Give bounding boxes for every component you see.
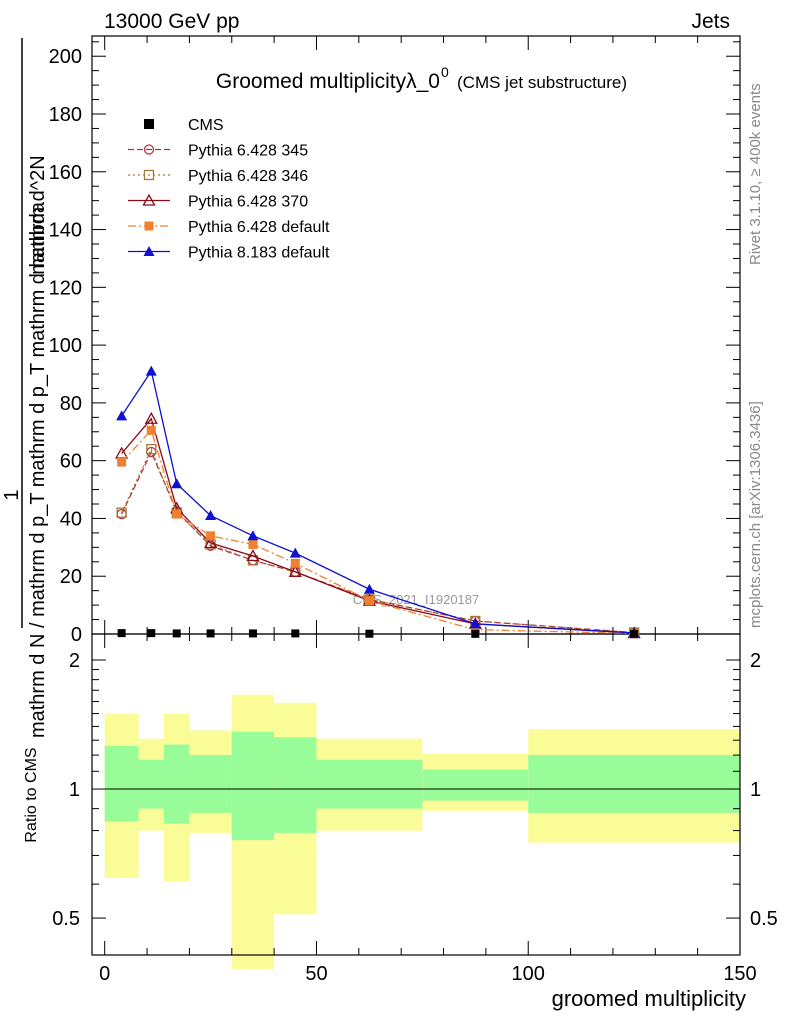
ylabel-top: mathrm d^2N [27, 155, 49, 274]
ratio-band-inner-2 [164, 744, 190, 824]
ratio-y-tick-label-0.5: 0.5 [52, 908, 80, 930]
series-3-point-5 [290, 558, 300, 568]
ratio-bands [104, 694, 740, 970]
legend-label-2: Pythia 6.428 370 [188, 194, 308, 211]
y-tick-label-80: 80 [60, 393, 82, 415]
ratio-y-tick-label-2: 2 [69, 650, 80, 672]
series-3-point-0 [117, 457, 127, 467]
series-3-point-7 [470, 625, 480, 635]
category-label: Jets [691, 10, 730, 33]
data-point-3 [206, 629, 215, 638]
legend-marker-1 [143, 169, 155, 181]
legend-marker-3 [144, 221, 154, 231]
legend-marker-2 [142, 193, 156, 206]
legend-label-data: CMS [188, 117, 224, 134]
ratio-band-inner-7 [422, 769, 529, 801]
main-frame [91, 35, 741, 635]
series-3-point-2 [172, 509, 182, 519]
legend-label-3: Pythia 6.428 default [188, 219, 330, 236]
x-tick-label-150: 150 [723, 963, 756, 985]
watermark: CMS_2021_I1920187 [353, 592, 480, 607]
series-1-point-1 [146, 443, 157, 455]
chart-subtitle: (CMS jet substructure) [457, 73, 627, 92]
series-4-point-4 [247, 530, 259, 541]
y-tick-label-100: 100 [49, 335, 82, 357]
legend: CMS Pythia 6.428 345 Pythia 6.428 346 Pythi… [128, 117, 330, 262]
ratio-band-inner-8 [528, 755, 740, 813]
series-4-point-5 [289, 547, 301, 558]
series-line-3 [121, 429, 635, 635]
series-3-point-4 [248, 539, 258, 549]
series-line-2 [121, 417, 635, 634]
x-tick-label-100: 100 [512, 963, 545, 985]
ratio-band-inner-3 [189, 755, 232, 813]
series-2-point-1 [144, 411, 158, 424]
ratio-band-inner-6 [316, 759, 423, 809]
y-tick-label-120: 120 [49, 277, 82, 299]
series-3-point-6 [364, 596, 374, 606]
ratio-y-tick-label-right-1: 1 [750, 779, 761, 801]
data-layer [117, 629, 639, 638]
y-tick-label-160: 160 [49, 162, 82, 184]
series-4-point-0 [116, 410, 128, 421]
data-point-6 [365, 629, 374, 638]
mcplots-label: mcplots.cern.ch [arXiv:1306.3436] [747, 401, 764, 628]
series-3-point-3 [206, 531, 216, 541]
data-point-4 [248, 629, 257, 638]
data-point-2 [172, 629, 181, 638]
chart-title-superscript: 0 [441, 64, 449, 80]
ratio-ylabel: Ratio to CMS [23, 747, 40, 842]
legend-label-1: Pythia 6.428 346 [188, 168, 308, 185]
energy-label: 13000 GeV pp [104, 10, 239, 33]
xlabel: groomed multiplicity [552, 986, 746, 1011]
x-tick-label-50: 50 [305, 963, 327, 985]
series-1-point-0 [116, 507, 127, 518]
y-tick-label-140: 140 [49, 220, 82, 242]
series-2-point-4 [246, 549, 260, 562]
y-tick-label-60: 60 [60, 451, 82, 473]
chart-title: Groomed multiplicityλ_0 [216, 70, 440, 93]
y-tick-label-0: 0 [71, 624, 82, 646]
series-4-point-2 [171, 478, 183, 489]
ratio-band-inner-1 [138, 759, 164, 809]
series-4-point-1 [145, 365, 157, 376]
data-point-0 [117, 629, 126, 638]
data-point-1 [147, 629, 156, 638]
ratio-y-tick-label-1: 1 [69, 779, 80, 801]
series-2-point-3 [203, 536, 218, 549]
ylabel-numerator: 1 [1, 489, 23, 500]
ratio-band-inner-4 [231, 731, 275, 841]
ratio-band-inner-0 [104, 746, 139, 822]
rivet-label: Rivet 3.1.10, ≥ 400k events [747, 83, 764, 265]
y-tick-label-180: 180 [49, 104, 82, 126]
series-2-point-5 [288, 565, 302, 578]
ratio-band-inner-5 [274, 737, 317, 833]
legend-marker-4 [143, 246, 155, 256]
data-point-7 [471, 629, 480, 638]
ratio-y-tick-label-right-0.5: 0.5 [750, 908, 778, 930]
y-tick-label-40: 40 [60, 508, 82, 530]
series-4-point-6 [363, 583, 375, 594]
ylabel-denominator: mathrm d N / mathrm d p_T mathrm d p_T m… [27, 201, 49, 738]
x-tick-label-0: 0 [99, 963, 110, 985]
series-4-point-7 [469, 618, 481, 629]
legend-label-4: Pythia 8.183 default [188, 245, 330, 262]
data-point-8 [630, 629, 639, 638]
legend-marker-0 [143, 144, 155, 155]
series-3-point-1 [146, 425, 156, 435]
y-tick-label-200: 200 [49, 46, 82, 68]
y-tick-label-20: 20 [60, 566, 82, 588]
data-point-5 [291, 629, 300, 638]
ratio-y-tick-label-right-2: 2 [750, 650, 761, 672]
legend-marker-data [144, 119, 154, 129]
legend-label-0: Pythia 6.428 345 [188, 143, 308, 160]
series-4-point-3 [205, 510, 217, 521]
